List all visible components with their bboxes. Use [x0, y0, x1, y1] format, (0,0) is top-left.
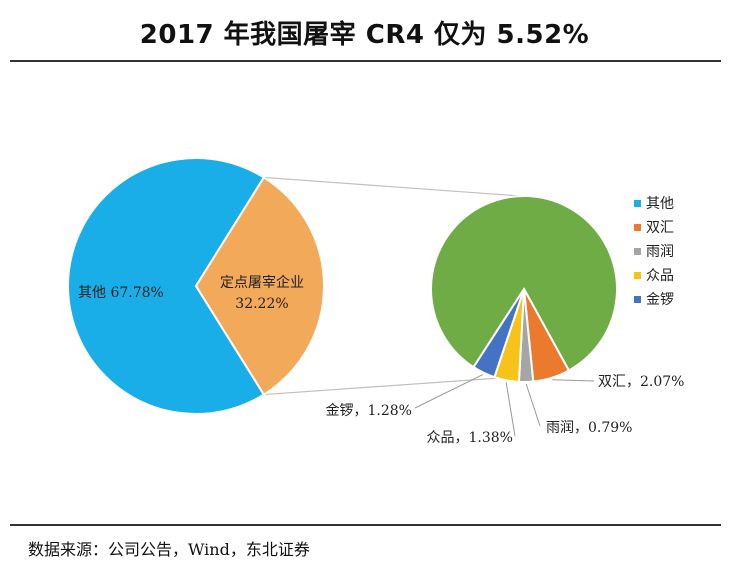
legend-item-yurun: 雨润: [634, 244, 674, 260]
legend-label: 金锣: [646, 292, 674, 308]
legend-label: 其他: [646, 196, 674, 212]
leader-shuanghui: [552, 379, 595, 382]
legend-label: 双汇: [646, 220, 674, 236]
label-main-other: 其他 67.78%: [78, 285, 164, 301]
sub-slice-jinluo: [472, 288, 525, 379]
data-labels: 其他 67.78% 定点屠宰企业 32.22% 双汇，2.07% 雨润，0.79% 众品，…: [78, 274, 684, 446]
source-note: 数据来源：公司公告，Wind，东北证券: [28, 540, 310, 559]
sub-slice-other: [430, 195, 618, 372]
leader-yurun: [525, 383, 541, 427]
bottom-divider: [10, 524, 721, 526]
chart-title: 2017 年我国屠宰 CR4 仅为 5.52%: [139, 20, 590, 50]
connector-line-bottom: [263, 377, 501, 396]
connector-line-top: [263, 176, 521, 197]
legend-item-shuanghui: 双汇: [634, 220, 674, 236]
legend-label: 众品: [646, 268, 674, 284]
legend-item-jinluo: 金锣: [634, 292, 674, 308]
main-pie: [66, 157, 325, 415]
label-shuanghui: 双汇，2.07%: [598, 374, 684, 390]
legend-item-zhongpin: 众品: [634, 268, 674, 284]
leader-jinluo: [414, 374, 484, 409]
leader-lines: [414, 374, 595, 437]
sub-pie: [430, 195, 618, 383]
legend-swatch: [634, 272, 641, 279]
legend-swatch: [634, 296, 641, 303]
label-jinluo: 金锣，1.28%: [326, 403, 412, 419]
main-slice-designated: [194, 176, 325, 396]
main-slice-other: [66, 157, 266, 415]
connector-lines: [263, 176, 521, 396]
legend-swatch: [634, 224, 641, 231]
legend-swatch: [634, 248, 641, 255]
legend-label: 雨润: [646, 244, 674, 260]
legend-item-other: 其他: [634, 196, 674, 212]
label-main-designated-value: 32.22%: [235, 296, 288, 312]
label-zhongpin: 众品，1.38%: [427, 430, 513, 446]
label-yurun: 雨润，0.79%: [546, 420, 632, 436]
legend-swatch: [634, 200, 641, 207]
top-divider: [10, 60, 721, 62]
leader-zhongpin: [505, 382, 516, 437]
label-main-designated-name: 定点屠宰企业: [220, 274, 304, 291]
